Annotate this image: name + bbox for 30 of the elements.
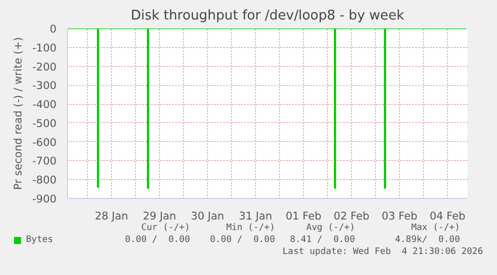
text: Min (-/+) bbox=[226, 222, 275, 235]
text: Max (-/+) bbox=[411, 222, 460, 235]
y-tick-label: -600 bbox=[32, 136, 57, 149]
y-tick-label: -300 bbox=[32, 79, 57, 92]
x-tick-label: 29 Jan bbox=[142, 210, 176, 222]
x-tick-label: 31 Jan bbox=[238, 210, 272, 222]
y-tick-label: -700 bbox=[32, 154, 57, 168]
text: 4.89k/ 0.00 bbox=[394, 234, 460, 247]
text: 0.00 / 0.00 bbox=[210, 234, 275, 247]
x-tick-label: 02 Feb bbox=[334, 210, 370, 222]
x-tick-label: 30 Jan bbox=[190, 210, 224, 222]
y-tick-label: -500 bbox=[32, 116, 57, 130]
y-tick-label: -800 bbox=[32, 174, 57, 187]
x-tick-label: 28 Jan bbox=[94, 210, 128, 222]
text: Avg (-/+) bbox=[306, 222, 355, 235]
y-tick-label: -900 bbox=[32, 192, 57, 206]
legend-label: Bytes bbox=[26, 234, 54, 247]
y-tick-label: -400 bbox=[32, 98, 57, 112]
text: Cur (-/+) bbox=[141, 222, 190, 235]
text: 8.41 / 0.00 bbox=[290, 234, 355, 247]
text: Last update: Wed Feb 4 21:30:06 2026 bbox=[282, 246, 483, 259]
chart-title: Disk throughput for /dev/loop8 - by week bbox=[130, 8, 405, 24]
y-tick-label: 0 bbox=[50, 22, 57, 36]
y-tick-label: -100 bbox=[32, 41, 57, 54]
x-tick-label: 04 Feb bbox=[430, 210, 466, 222]
x-tick-label: 01 Feb bbox=[286, 210, 322, 222]
y-axis-title: Pr second read (-) / write (+) bbox=[11, 37, 24, 190]
y-tick-label: -200 bbox=[32, 60, 57, 74]
x-tick-label: 03 Feb bbox=[382, 210, 418, 222]
text: 0.00 / 0.00 bbox=[124, 234, 190, 247]
